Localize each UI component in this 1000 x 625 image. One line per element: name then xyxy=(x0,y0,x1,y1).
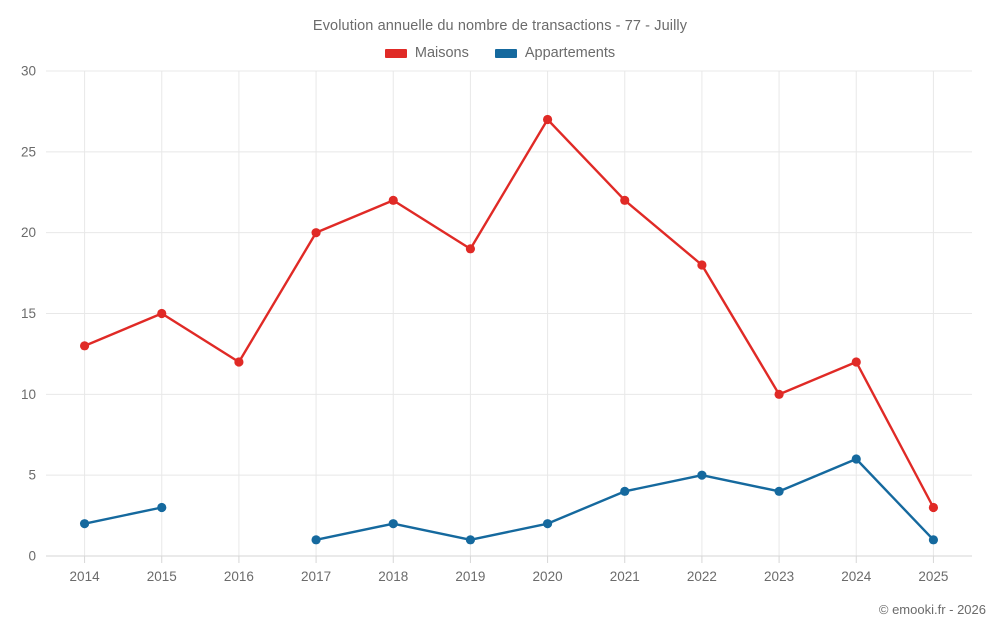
y-axis-tick-label: 10 xyxy=(21,387,36,402)
y-axis-tick-label: 25 xyxy=(21,144,36,159)
data-point-marker[interactable] xyxy=(311,535,321,545)
data-point-marker[interactable] xyxy=(928,502,939,513)
x-axis-tick-label: 2015 xyxy=(147,569,177,584)
data-point-marker[interactable] xyxy=(542,114,553,125)
data-point-marker[interactable] xyxy=(697,260,707,270)
data-point-marker[interactable] xyxy=(620,195,630,205)
data-point-marker[interactable] xyxy=(774,486,784,496)
legend-label-maisons: Maisons xyxy=(414,45,469,61)
series-line-appartements xyxy=(83,506,163,525)
data-point-marker[interactable] xyxy=(465,244,476,254)
x-axis-tick-label: 2020 xyxy=(533,569,563,584)
x-axis-tick-label: 2014 xyxy=(70,569,101,584)
legend-item-appartements[interactable]: Appartements xyxy=(494,45,616,61)
y-axis-tick-label: 20 xyxy=(21,225,36,240)
data-point-marker[interactable] xyxy=(388,195,398,205)
line-swatch-icon xyxy=(494,48,517,58)
x-axis-tick-label: 2016 xyxy=(224,569,254,584)
data-point-marker[interactable] xyxy=(697,470,707,480)
data-point-marker[interactable] xyxy=(851,357,861,367)
legend-item-maisons[interactable]: Maisons xyxy=(384,45,469,61)
x-axis-tick-label: 2018 xyxy=(378,569,408,584)
data-point-marker[interactable] xyxy=(157,502,167,513)
data-point-marker[interactable] xyxy=(774,389,784,399)
x-axis-tick-label: 2023 xyxy=(764,569,794,584)
series-line-maisons xyxy=(83,118,935,509)
y-axis-tick-label: 30 xyxy=(21,64,36,79)
data-point-marker[interactable] xyxy=(79,519,90,529)
line-swatch-icon xyxy=(384,48,407,58)
chart-legend: Maisons Appartements xyxy=(0,45,1000,61)
x-axis-tick-label: 2019 xyxy=(455,569,485,584)
data-point-marker[interactable] xyxy=(928,535,939,545)
data-point-marker[interactable] xyxy=(311,228,321,238)
chart-title: Evolution annuelle du nombre de transact… xyxy=(312,18,688,34)
data-point-marker[interactable] xyxy=(234,357,244,367)
data-point-marker[interactable] xyxy=(79,341,90,351)
legend-label-appartements: Appartements xyxy=(524,45,616,61)
data-point-marker[interactable] xyxy=(388,519,398,529)
x-axis-tick-label: 2017 xyxy=(301,569,331,584)
y-axis-tick-label: 0 xyxy=(28,549,36,564)
data-point-marker[interactable] xyxy=(542,519,553,529)
credit-text: © emooki.fr - 2026 xyxy=(878,602,986,617)
data-point-marker[interactable] xyxy=(465,535,476,545)
data-point-marker[interactable] xyxy=(851,454,861,464)
y-axis-tick-label: 5 xyxy=(28,468,36,483)
data-point-marker[interactable] xyxy=(157,308,167,319)
y-axis-tick-label: 15 xyxy=(21,306,36,321)
x-axis-tick-label: 2025 xyxy=(918,569,948,584)
x-axis-tick-label: 2021 xyxy=(610,569,640,584)
x-axis-tick-label: 2024 xyxy=(841,569,872,584)
x-axis-tick-label: 2022 xyxy=(687,569,717,584)
data-point-marker[interactable] xyxy=(620,486,630,496)
